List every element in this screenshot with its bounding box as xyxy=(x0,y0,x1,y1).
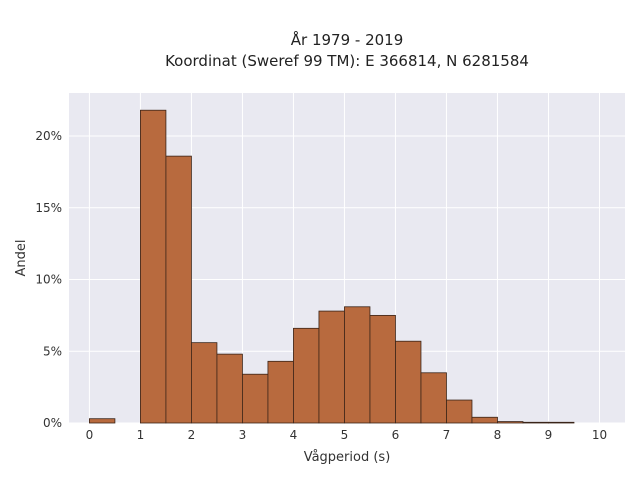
x-tick-label-3: 3 xyxy=(239,428,247,442)
histogram-bar-3 xyxy=(165,155,192,424)
x-tick-label-9: 9 xyxy=(545,428,553,442)
x-tick-label-4: 4 xyxy=(290,428,298,442)
chart-title-line-2: Koordinat (Sweref 99 TM): E 366814, N 62… xyxy=(165,52,529,70)
y-tick-label-4: 20% xyxy=(35,129,62,143)
x-tick-label-8: 8 xyxy=(494,428,502,442)
histogram-bar-4 xyxy=(191,342,218,424)
histogram-bar-7 xyxy=(267,360,294,424)
histogram-bar-17 xyxy=(522,421,549,424)
histogram-bar-15 xyxy=(471,416,498,424)
x-axis-label: Vågperiod (s) xyxy=(304,450,391,465)
x-tick-label-2: 2 xyxy=(188,428,196,442)
histogram-bar-11 xyxy=(369,314,396,424)
y-tick-label-3: 15% xyxy=(35,201,62,215)
x-tick-labels: 0 1 2 3 4 5 6 7 8 9 10 xyxy=(86,428,608,442)
y-tick-labels: 0% 5% 10% 15% 20% xyxy=(35,129,62,430)
histogram-bar-13 xyxy=(420,372,447,424)
y-axis-label: Andel xyxy=(14,240,29,277)
histogram-bar-6 xyxy=(242,373,269,424)
histogram-bar-2 xyxy=(140,109,167,424)
x-tick-label-5: 5 xyxy=(341,428,349,442)
y-tick-label-2: 10% xyxy=(35,273,62,287)
x-tick-label-1: 1 xyxy=(137,428,145,442)
histogram-bar-12 xyxy=(395,340,422,424)
bars xyxy=(89,109,575,424)
histogram-bar-8 xyxy=(293,327,320,424)
histogram-bar-18 xyxy=(548,421,575,424)
histogram-bar-0 xyxy=(89,418,116,424)
histogram-bar-14 xyxy=(446,399,473,424)
histogram-bar-5 xyxy=(216,353,243,424)
histogram-bar-10 xyxy=(344,306,371,424)
x-tick-label-0: 0 xyxy=(86,428,94,442)
x-tick-label-7: 7 xyxy=(443,428,451,442)
x-tick-label-10: 10 xyxy=(592,428,607,442)
chart-title-line-1: År 1979 - 2019 xyxy=(291,30,404,49)
histogram-bar-9 xyxy=(318,310,345,424)
y-tick-label-0: 0% xyxy=(43,416,62,430)
y-tick-label-1: 5% xyxy=(43,344,62,358)
histogram-bar-16 xyxy=(497,421,524,424)
x-tick-label-6: 6 xyxy=(392,428,400,442)
